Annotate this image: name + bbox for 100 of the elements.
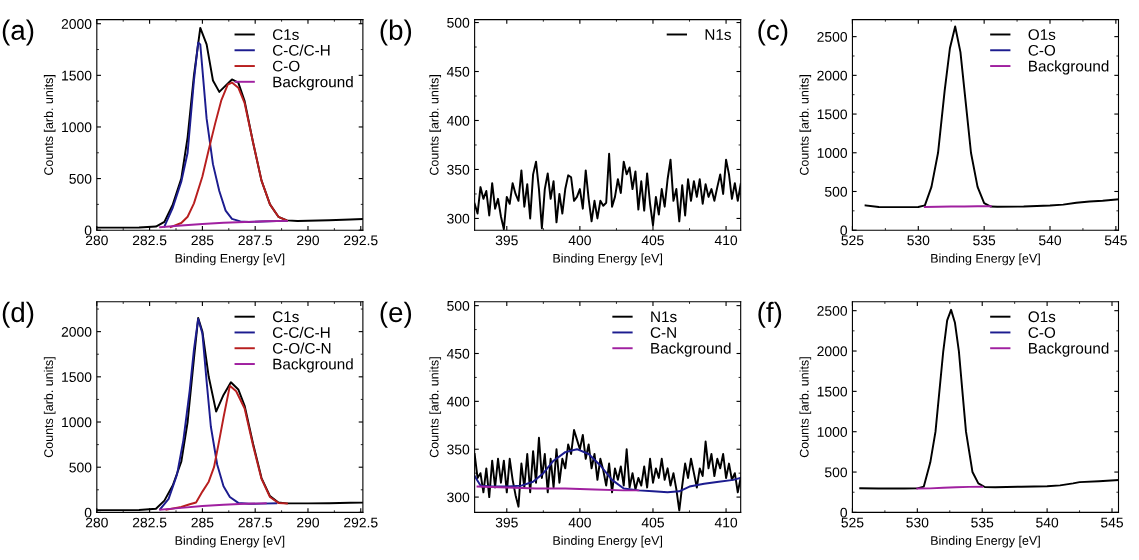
- y-tick-label: 500: [69, 462, 92, 473]
- y-tick-label: 500: [824, 186, 848, 197]
- x-tick-label: 405: [641, 517, 664, 528]
- y-tick-label: 400: [446, 115, 470, 126]
- y-tick-label: 2000: [61, 326, 92, 337]
- x-tick-label: 282.5: [132, 235, 167, 246]
- y-tick-label: 1000: [62, 417, 92, 428]
- legend-label: O1s: [1028, 311, 1056, 323]
- x-tick-label: 400: [568, 517, 591, 528]
- x-tick-label: 540: [1036, 517, 1059, 528]
- legend-label: N1s: [705, 29, 731, 40]
- y-axis-title: Counts [arb. units]: [429, 357, 442, 458]
- x-tick-label: 287.5: [238, 517, 272, 528]
- x-tick-label: 395: [495, 517, 518, 528]
- x-tick-label: 410: [714, 517, 738, 528]
- x-axis-title: Binding Energy [eV]: [931, 535, 1040, 548]
- y-tick-label: 1000: [817, 427, 848, 437]
- y-tick-label: 300: [447, 492, 470, 503]
- y-tick-label: 1500: [817, 386, 848, 397]
- x-tick-label: 525: [841, 517, 864, 528]
- chart-title: (c): [758, 19, 788, 46]
- x-axis-title: Binding Energy [eV]: [175, 253, 285, 266]
- y-tick-label: 400: [446, 396, 470, 407]
- y-tick-label: 500: [824, 467, 848, 478]
- chart-title: (e): [380, 301, 412, 328]
- x-axis-title: Binding Energy [eV]: [175, 535, 285, 548]
- y-tick-label: 2000: [817, 70, 848, 81]
- y-tick-label: 300: [447, 213, 470, 224]
- legend-label: C-C/C-H: [272, 326, 330, 338]
- x-tick-label: 410: [714, 235, 738, 246]
- y-tick-label: 1500: [62, 372, 92, 382]
- legend-label: C-O: [1028, 44, 1056, 56]
- y-tick-label: 500: [447, 300, 470, 311]
- chart-title: (b): [380, 19, 412, 46]
- line-series: [474, 448, 741, 494]
- y-tick-label: 1500: [62, 70, 92, 81]
- y-tick-label: 2000: [817, 346, 848, 357]
- y-axis-title: Counts [arb. units]: [429, 75, 442, 175]
- chart-title: (d): [2, 301, 34, 328]
- x-tick-label: 540: [1038, 235, 1062, 246]
- y-axis-title: Counts [arb. units]: [799, 357, 812, 458]
- line-series: [159, 219, 288, 229]
- y-axis-title: Counts [arb. units]: [43, 357, 56, 458]
- y-tick-label: 1000: [817, 148, 848, 158]
- legend-label: C-N: [650, 327, 676, 338]
- x-tick-label: 282.5: [132, 517, 167, 528]
- x-tick-label: 530: [907, 235, 930, 246]
- y-tick-label: 2500: [817, 306, 848, 316]
- y-tick-label: 0: [84, 507, 92, 518]
- x-axis-title: Binding Energy [eV]: [931, 253, 1040, 266]
- legend-label: C1s: [272, 311, 299, 323]
- legend-label: N1s: [651, 311, 677, 323]
- legend-label: Background: [273, 76, 353, 91]
- y-tick-label: 2500: [817, 31, 848, 42]
- legend-label: C-O/C-N: [272, 342, 331, 354]
- x-tick-label: 535: [973, 235, 996, 246]
- x-tick-label: 530: [906, 517, 929, 528]
- y-axis-title: Counts [arb. units]: [799, 75, 812, 175]
- y-tick-label: 450: [446, 66, 470, 77]
- legend-label: C-C/C-H: [272, 44, 330, 56]
- x-tick-label: 280: [85, 517, 108, 528]
- y-tick-label: 350: [447, 164, 470, 175]
- x-tick-label: 535: [971, 517, 994, 528]
- x-axis-title: Binding Energy [eV]: [553, 253, 663, 266]
- legend-label: O1s: [1028, 29, 1056, 40]
- x-tick-label: 287.5: [238, 235, 272, 246]
- y-tick-label: 500: [69, 173, 92, 184]
- x-tick-label: 285: [191, 235, 214, 246]
- legend-label: C-O: [272, 60, 300, 72]
- y-tick-label: 1500: [817, 109, 848, 120]
- x-tick-label: 280: [85, 235, 108, 246]
- legend-label: Background: [651, 342, 731, 357]
- chart-title: (a): [2, 19, 34, 46]
- y-tick-label: 0: [840, 507, 848, 518]
- x-tick-label: 545: [1100, 517, 1124, 528]
- legend-label: Background: [1029, 60, 1109, 75]
- legend-label: C-O: [1028, 327, 1056, 338]
- x-tick-label: 290: [297, 517, 320, 528]
- x-tick-label: 285: [191, 517, 214, 528]
- x-tick-label: 400: [568, 235, 591, 246]
- y-tick-label: 500: [447, 17, 470, 28]
- x-axis-title: Binding Energy [eV]: [553, 535, 663, 548]
- x-tick-label: 395: [495, 235, 518, 246]
- line-series: [159, 502, 267, 511]
- x-tick-label: 525: [841, 235, 864, 246]
- line-series: [165, 384, 288, 511]
- legend-label: C1s: [272, 29, 299, 40]
- chart-title: (f): [758, 301, 782, 328]
- legend-label: Background: [1029, 342, 1109, 357]
- legend-label: Background: [273, 358, 353, 373]
- x-tick-label: 292.5: [344, 235, 378, 246]
- x-tick-label: 545: [1104, 235, 1127, 246]
- y-tick-label: 450: [446, 348, 470, 359]
- x-tick-label: 292.5: [344, 517, 378, 528]
- y-tick-label: 350: [447, 444, 470, 455]
- y-tick-label: 0: [840, 225, 848, 236]
- x-tick-label: 405: [641, 235, 664, 246]
- y-tick-label: 0: [84, 225, 92, 236]
- y-tick-label: 1000: [62, 122, 92, 133]
- y-axis-title: Counts [arb. units]: [43, 75, 56, 175]
